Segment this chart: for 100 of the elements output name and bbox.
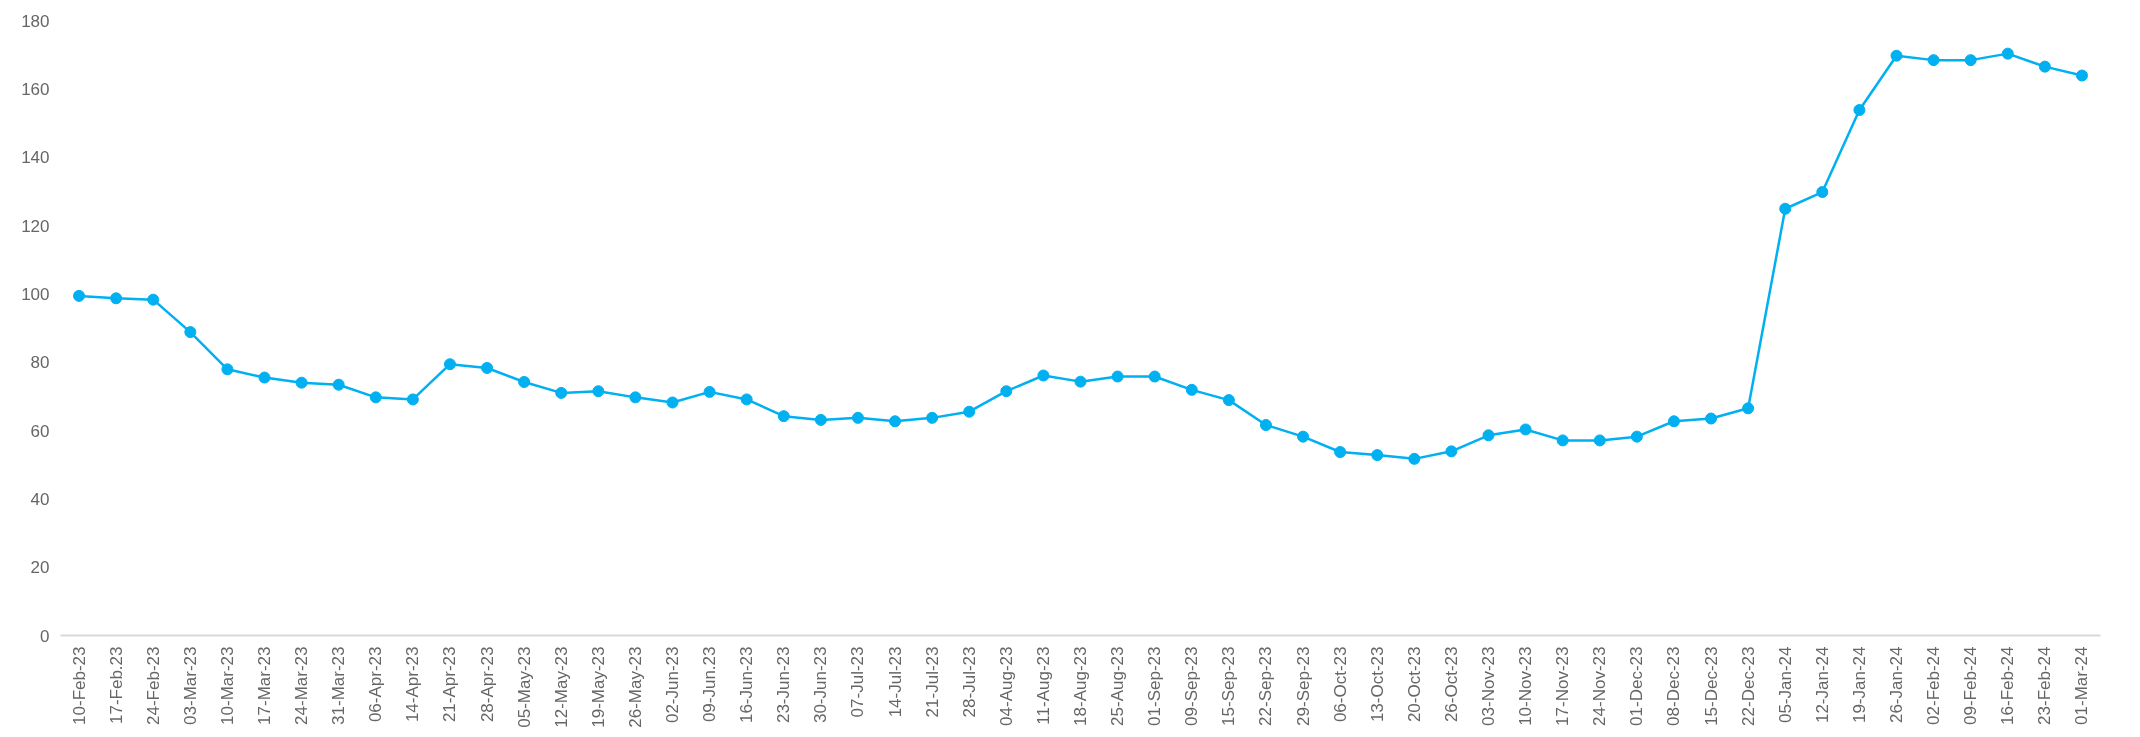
point — [1927, 54, 1940, 67]
point — [777, 410, 790, 423]
point — [110, 292, 123, 305]
x-tick-label: 23-Jun-23 — [774, 646, 794, 724]
point — [1148, 370, 1161, 383]
x-tick-label: 29-Sep-23 — [1293, 646, 1313, 726]
x-tick-label: 25-Aug-23 — [1108, 646, 1128, 726]
x-tick-label: 18-Aug-23 — [1071, 646, 1090, 726]
x-tick-label: 19-Jan-24 — [1849, 646, 1869, 724]
x-tick-label: 24-Mar-23 — [292, 646, 312, 725]
point — [1630, 430, 1643, 443]
point — [963, 405, 976, 418]
point — [926, 411, 939, 424]
point — [1853, 104, 1866, 117]
point — [1074, 375, 1087, 388]
x-tick-label: 10-Mar-23 — [217, 646, 237, 725]
x-tick-label: 22-Dec-23 — [1738, 646, 1758, 726]
x-tick-label: 16-Jun-23 — [737, 646, 757, 724]
point — [1111, 370, 1124, 383]
x-tick-label: 09-Sep-23 — [1182, 646, 1202, 726]
point — [295, 376, 308, 389]
x-tick-label: 26-Jan-24 — [1887, 646, 1906, 724]
point — [2038, 60, 2051, 73]
x-tick-label: 05-Jan-24 — [1775, 646, 1795, 724]
x-tick-label: 10-Nov-23 — [1516, 646, 1536, 726]
point — [1667, 415, 1680, 428]
point — [1556, 434, 1569, 447]
point — [518, 375, 531, 388]
x-tick-label: 08-Dec-23 — [1664, 646, 1684, 726]
point — [1259, 419, 1272, 432]
point — [851, 411, 864, 424]
point — [1705, 412, 1718, 425]
point — [1408, 452, 1421, 465]
point — [1000, 385, 1013, 398]
x-tick-label: 30-Jun-23 — [811, 646, 831, 724]
point — [1334, 446, 1347, 459]
point — [1593, 434, 1606, 447]
y-tick-label: 160 — [21, 79, 50, 99]
x-tick-label: 24-Nov-23 — [1590, 646, 1610, 726]
x-tick-label: 17-Nov-23 — [1553, 646, 1573, 726]
x-tick-label: 06-Apr-23 — [366, 646, 386, 723]
x-tick-label: 01-Dec-23 — [1627, 646, 1647, 726]
x-tick-label: 01-Mar-24 — [2072, 646, 2092, 725]
x-tick-label: 07-Jul-23 — [848, 646, 868, 718]
y-tick-label: 180 — [21, 11, 50, 31]
point — [889, 415, 902, 428]
x-tick-label: 05-May-23 — [514, 646, 534, 728]
point — [369, 391, 382, 404]
point — [1371, 449, 1384, 462]
point — [258, 371, 271, 384]
y-tick-label: 80 — [30, 353, 50, 373]
y-tick-label: 20 — [30, 558, 50, 578]
y-tick-label: 0 — [40, 626, 50, 646]
x-tick-label: 26-May-23 — [625, 646, 645, 728]
x-tick-label: 22-Sep-23 — [1256, 646, 1276, 726]
x-tick-label: 21-Jul-23 — [922, 646, 942, 718]
point — [481, 361, 494, 374]
point — [147, 293, 160, 306]
x-tick-label: 20-Oct-23 — [1404, 646, 1424, 723]
x-tick-label: 16-Feb-24 — [1998, 646, 2018, 725]
point — [1816, 186, 1829, 199]
point — [1185, 383, 1198, 396]
point — [2001, 47, 2014, 60]
y-tick-label: 60 — [30, 421, 50, 441]
point — [814, 413, 827, 426]
x-tick-label: 21-Apr-23 — [440, 646, 460, 723]
x-tick-label: 12-Jan-24 — [1812, 646, 1832, 724]
y-tick-label: 100 — [21, 284, 50, 304]
point — [1037, 369, 1050, 382]
x-tick-label: 09-Feb-24 — [1961, 646, 1981, 725]
point — [221, 363, 234, 376]
x-tick-label: 23-Feb-24 — [2035, 646, 2055, 725]
x-tick-label: 02-Feb-24 — [1924, 646, 1944, 725]
point — [629, 391, 642, 404]
point — [406, 393, 419, 406]
point — [592, 385, 605, 398]
y-tick-label: 120 — [21, 216, 50, 236]
y-tick-label: 40 — [30, 489, 50, 509]
point — [1964, 54, 1977, 67]
point — [1779, 202, 1792, 215]
x-tick-label: 02-Jun-23 — [663, 646, 682, 724]
x-tick-label: 03-Nov-23 — [1479, 646, 1498, 726]
point — [73, 289, 86, 302]
x-tick-label: 19-May-23 — [588, 646, 608, 728]
point — [1890, 49, 1903, 62]
x-tick-label: 03-Mar-23 — [180, 646, 200, 725]
point — [443, 358, 456, 371]
x-tick-label: 28-Jul-23 — [959, 646, 979, 718]
x-tick-label: 10-Feb-23 — [69, 646, 89, 725]
x-tick-label: 12-May-23 — [551, 646, 571, 728]
x-tick-label: 26-Oct-23 — [1441, 646, 1461, 723]
x-tick-label: 04-Aug-23 — [996, 646, 1016, 726]
point — [184, 326, 197, 339]
x-tick-label: 28-Apr-23 — [477, 646, 497, 723]
point — [1482, 429, 1495, 442]
point — [555, 386, 568, 399]
point — [1222, 394, 1235, 407]
x-tick-label: 13-Oct-23 — [1367, 646, 1387, 723]
point — [332, 378, 345, 391]
x-tick-label: 01-Sep-23 — [1145, 646, 1165, 726]
